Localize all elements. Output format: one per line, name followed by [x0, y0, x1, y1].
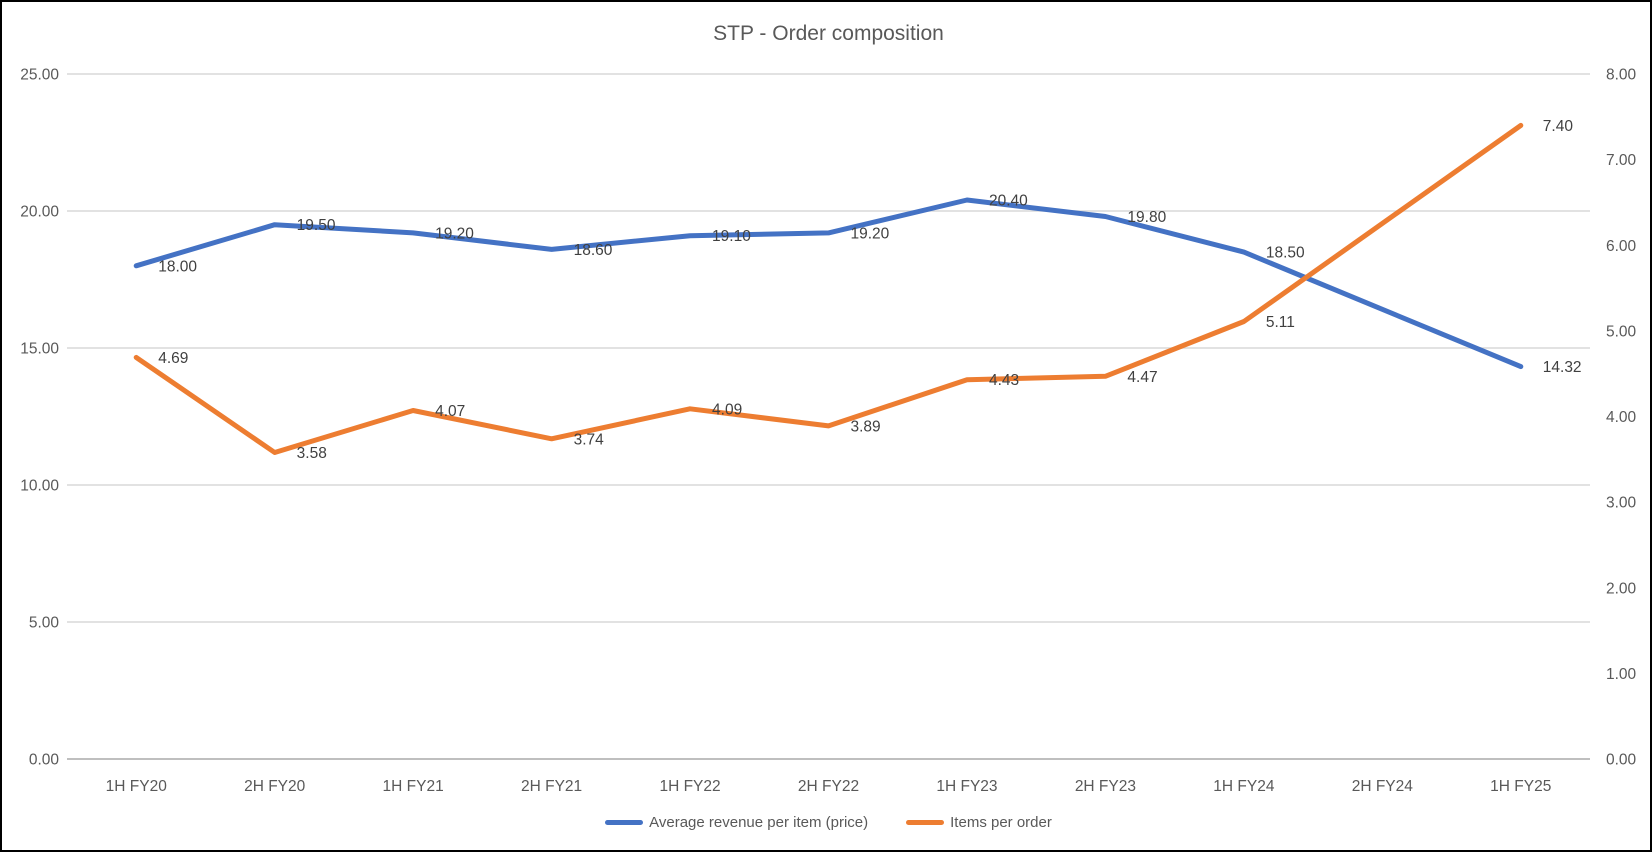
y-axis-right-tick-label: 3.00 — [1606, 495, 1637, 512]
data-label: 19.80 — [1127, 209, 1166, 226]
y-axis-right-tick-label: 4.00 — [1606, 409, 1637, 426]
data-label: 7.40 — [1543, 118, 1574, 135]
y-axis-left-tick-label: 25.00 — [20, 67, 59, 84]
data-label: 3.89 — [851, 418, 881, 435]
legend-label: Items per order — [950, 813, 1052, 831]
data-label: 19.20 — [851, 225, 890, 242]
data-label: 14.32 — [1543, 359, 1582, 376]
data-label: 18.60 — [574, 242, 613, 259]
data-label: 5.11 — [1266, 314, 1295, 331]
y-axis-right-tick-label: 5.00 — [1606, 323, 1637, 340]
chart-title: STP - Order composition — [713, 22, 944, 45]
y-axis-left-tick-label: 0.00 — [29, 752, 60, 769]
data-label: 18.50 — [1266, 245, 1305, 262]
legend-label: Average revenue per item (price) — [649, 813, 869, 831]
series-line-items-per-order — [133, 122, 1524, 455]
x-axis-label: 1H FY21 — [383, 778, 444, 795]
y-axis-right-tick-label: 0.00 — [1606, 752, 1637, 769]
data-label: 19.20 — [435, 225, 474, 242]
y-axis-right-tick-label: 6.00 — [1606, 238, 1637, 255]
data-label: 19.50 — [297, 217, 336, 234]
data-label: 3.58 — [297, 445, 327, 462]
chart-legend: Average revenue per item (price) Items pe… — [67, 808, 1590, 836]
y-axis-right-tick-label: 1.00 — [1606, 666, 1637, 683]
y-axis-left-tick-label: 15.00 — [20, 341, 59, 358]
data-label: 20.40 — [989, 193, 1028, 210]
x-axis-label: 2H FY22 — [798, 778, 859, 795]
y-axis-right-tick-label: 7.00 — [1606, 152, 1637, 169]
x-axis-label: 2H FY20 — [244, 778, 306, 795]
legend-item: Items per order — [906, 814, 1052, 831]
legend-line-swatch — [605, 819, 644, 825]
x-axis-label: 2H FY23 — [1075, 778, 1136, 795]
data-label: 18.00 — [158, 258, 197, 275]
data-label: 4.07 — [435, 403, 465, 420]
y-axis-right-tick-label: 8.00 — [1606, 67, 1637, 84]
data-label: 4.47 — [1127, 369, 1157, 386]
series-line-avg-revenue-per-item — [133, 197, 1524, 370]
data-label: 4.09 — [712, 401, 742, 418]
y-axis-left-tick-label: 20.00 — [20, 204, 59, 221]
legend-item: Average revenue per item (price) — [605, 814, 868, 831]
x-axis-label: 1H FY20 — [106, 778, 168, 795]
y-axis-left-tick-label: 10.00 — [20, 478, 59, 495]
data-label: 19.10 — [712, 228, 751, 245]
y-axis-right-tick-label: 2.00 — [1606, 580, 1637, 597]
x-axis-label: 2H FY24 — [1352, 778, 1414, 795]
x-axis-label: 1H FY24 — [1213, 778, 1275, 795]
data-label: 3.74 — [574, 431, 605, 448]
y-axis-left-tick-label: 5.00 — [29, 615, 60, 632]
x-axis-label: 2H FY21 — [521, 778, 582, 795]
data-label: 4.69 — [158, 350, 188, 367]
x-axis-label: 1H FY22 — [659, 778, 720, 795]
data-label: 4.43 — [989, 372, 1019, 389]
x-axis-label: 1H FY25 — [1490, 778, 1551, 795]
legend-line-swatch — [906, 819, 945, 825]
x-axis-label: 1H FY23 — [936, 778, 997, 795]
